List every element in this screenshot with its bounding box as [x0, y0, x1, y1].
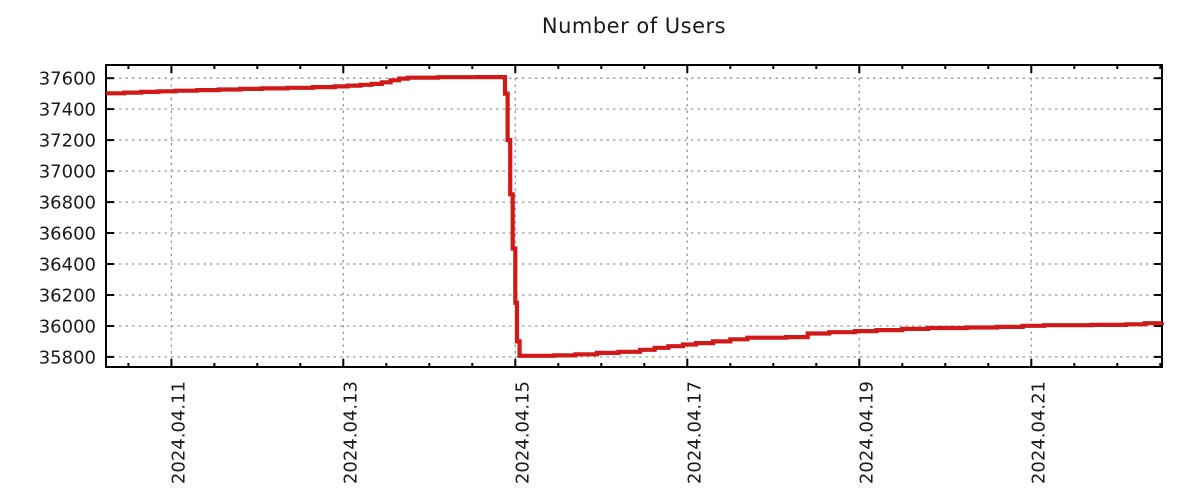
x-tick-label: 2024.04.11	[168, 381, 189, 484]
x-tick-label: 2024.04.15	[512, 381, 533, 484]
x-tick-label: 2024.04.17	[684, 381, 705, 484]
y-tick-label: 35800	[39, 347, 96, 368]
y-tick-label: 36400	[39, 255, 96, 276]
y-tick-label: 37200	[39, 131, 96, 152]
y-tick-label: 36000	[39, 317, 96, 338]
y-tick-label: 36600	[39, 224, 96, 245]
y-tick-label: 37600	[39, 69, 96, 90]
y-tick-label: 37000	[39, 162, 96, 183]
y-tick-label: 36200	[39, 286, 96, 307]
y-tick-label: 37400	[39, 100, 96, 121]
series-line-users	[106, 75, 1165, 358]
x-tick-label: 2024.04.21	[1028, 381, 1049, 484]
x-tick-label: 2024.04.13	[340, 381, 361, 484]
y-tick-label: 36800	[39, 193, 96, 214]
chart-title: Number of Users	[541, 14, 727, 38]
x-tick-label: 2024.04.19	[856, 381, 877, 484]
